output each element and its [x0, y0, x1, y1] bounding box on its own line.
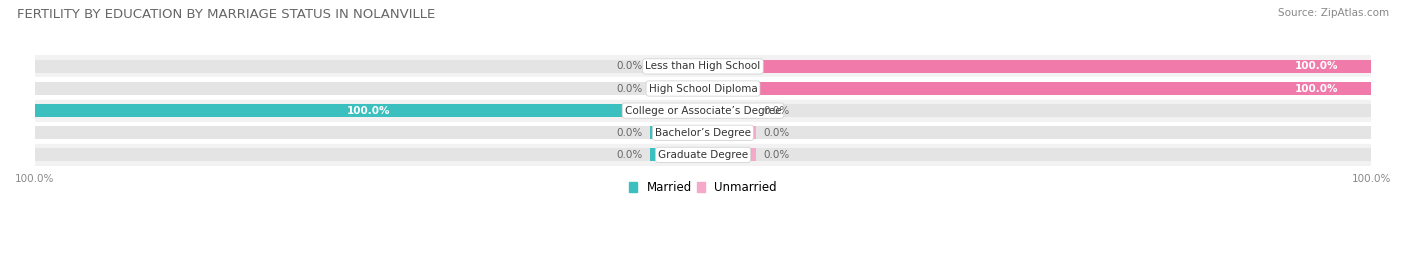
Bar [650, 82, 703, 95]
Bar [650, 148, 703, 161]
Bar [650, 60, 703, 73]
Text: College or Associate’s Degree: College or Associate’s Degree [624, 106, 782, 116]
Legend: Married, Unmarried: Married, Unmarried [624, 176, 782, 199]
Text: 0.0%: 0.0% [617, 83, 643, 94]
Bar [650, 126, 703, 139]
Bar [35, 148, 703, 161]
Text: Source: ZipAtlas.com: Source: ZipAtlas.com [1278, 8, 1389, 18]
Bar [35, 82, 703, 95]
Text: 0.0%: 0.0% [763, 128, 789, 138]
Bar [35, 60, 703, 73]
Bar [35, 104, 703, 117]
Bar [703, 60, 1371, 73]
Text: 0.0%: 0.0% [617, 61, 643, 71]
Bar [703, 104, 1371, 117]
Bar [703, 104, 756, 117]
Text: 100.0%: 100.0% [347, 106, 391, 116]
Bar [35, 144, 1371, 166]
Bar [35, 77, 1371, 100]
Text: 0.0%: 0.0% [617, 150, 643, 160]
Bar [703, 126, 756, 139]
Bar [35, 104, 703, 117]
Text: Bachelor’s Degree: Bachelor’s Degree [655, 128, 751, 138]
Text: High School Diploma: High School Diploma [648, 83, 758, 94]
Bar [35, 55, 1371, 77]
Text: Less than High School: Less than High School [645, 61, 761, 71]
Bar [703, 82, 1371, 95]
Bar [703, 148, 1371, 161]
Bar [35, 122, 1371, 144]
Text: 0.0%: 0.0% [763, 106, 789, 116]
Bar [703, 148, 756, 161]
Text: Graduate Degree: Graduate Degree [658, 150, 748, 160]
Text: 100.0%: 100.0% [1295, 61, 1339, 71]
Bar [703, 126, 1371, 139]
Text: 0.0%: 0.0% [617, 128, 643, 138]
Text: 100.0%: 100.0% [1295, 83, 1339, 94]
Text: FERTILITY BY EDUCATION BY MARRIAGE STATUS IN NOLANVILLE: FERTILITY BY EDUCATION BY MARRIAGE STATU… [17, 8, 434, 21]
Bar [703, 60, 1371, 73]
Bar [703, 82, 1371, 95]
Text: 0.0%: 0.0% [763, 150, 789, 160]
Bar [35, 126, 703, 139]
Bar [35, 100, 1371, 122]
